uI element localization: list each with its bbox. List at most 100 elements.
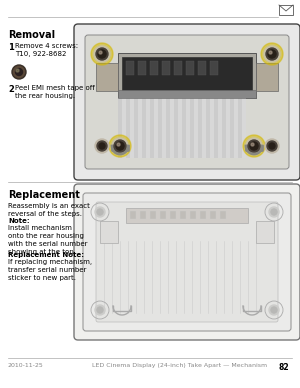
Text: 1: 1 xyxy=(8,43,14,52)
Bar xyxy=(178,98,182,158)
Circle shape xyxy=(246,138,262,154)
Text: Replacement: Replacement xyxy=(8,190,80,200)
Bar xyxy=(140,211,146,219)
Bar xyxy=(138,61,146,75)
Bar xyxy=(150,98,154,158)
Bar xyxy=(279,5,293,15)
Bar xyxy=(198,98,202,158)
Bar xyxy=(220,211,226,219)
Bar xyxy=(190,98,194,158)
Circle shape xyxy=(264,46,280,62)
FancyBboxPatch shape xyxy=(96,202,278,322)
Circle shape xyxy=(114,140,126,152)
Circle shape xyxy=(99,51,102,54)
Bar xyxy=(126,61,134,75)
Bar xyxy=(146,98,150,158)
Bar xyxy=(222,98,226,158)
Circle shape xyxy=(97,209,103,215)
Bar xyxy=(118,98,122,158)
Text: Reassembly is an exact
reversal of the steps.: Reassembly is an exact reversal of the s… xyxy=(8,203,90,217)
Circle shape xyxy=(12,65,26,79)
Circle shape xyxy=(268,50,276,58)
Circle shape xyxy=(16,69,22,76)
Circle shape xyxy=(116,142,124,150)
FancyBboxPatch shape xyxy=(83,193,291,331)
Bar xyxy=(126,208,248,223)
Bar xyxy=(242,98,246,158)
Circle shape xyxy=(98,50,106,58)
Text: 2010-11-25: 2010-11-25 xyxy=(8,363,44,368)
Bar xyxy=(130,98,134,158)
Bar xyxy=(230,98,234,158)
Circle shape xyxy=(99,143,105,149)
Circle shape xyxy=(250,142,258,150)
Text: Note:: Note: xyxy=(8,218,30,224)
Circle shape xyxy=(112,138,128,154)
Circle shape xyxy=(269,143,275,149)
Bar xyxy=(238,98,242,158)
Text: 82: 82 xyxy=(279,363,289,372)
Bar xyxy=(186,98,190,158)
Circle shape xyxy=(269,207,279,217)
Bar xyxy=(226,98,230,158)
Bar xyxy=(190,211,196,219)
Circle shape xyxy=(16,69,19,72)
Circle shape xyxy=(97,141,107,151)
Bar xyxy=(130,211,136,219)
Bar xyxy=(170,211,176,219)
Bar xyxy=(198,61,206,75)
Bar xyxy=(134,98,138,158)
Circle shape xyxy=(96,48,108,60)
Circle shape xyxy=(117,143,120,146)
Circle shape xyxy=(266,48,278,60)
Bar xyxy=(210,211,216,219)
Bar xyxy=(210,61,218,75)
Bar xyxy=(214,98,218,158)
Circle shape xyxy=(109,135,131,157)
Bar xyxy=(182,98,186,158)
Bar xyxy=(162,61,170,75)
Bar xyxy=(154,98,158,158)
Circle shape xyxy=(271,209,277,215)
Text: If replacing mechanism,
transfer serial number
sticker to new part.: If replacing mechanism, transfer serial … xyxy=(8,259,92,281)
Bar xyxy=(166,98,170,158)
Bar xyxy=(118,53,256,98)
Text: Remove 4 screws:
T10, 922-8682: Remove 4 screws: T10, 922-8682 xyxy=(15,43,78,57)
Text: Peel EMI mesh tape off
the rear housing.: Peel EMI mesh tape off the rear housing. xyxy=(15,85,95,99)
Bar xyxy=(186,61,194,75)
Bar xyxy=(100,221,118,243)
Circle shape xyxy=(271,307,277,313)
Bar xyxy=(122,98,126,158)
Circle shape xyxy=(265,139,279,153)
Bar xyxy=(126,98,130,158)
Bar xyxy=(122,57,252,90)
Bar xyxy=(202,98,206,158)
Bar xyxy=(194,98,198,158)
Circle shape xyxy=(94,46,110,62)
Circle shape xyxy=(269,51,272,54)
Bar xyxy=(174,61,182,75)
Bar xyxy=(218,98,222,158)
Bar xyxy=(118,90,256,98)
Circle shape xyxy=(91,43,113,65)
Bar xyxy=(150,61,158,75)
Bar xyxy=(256,63,278,91)
Circle shape xyxy=(14,66,25,78)
Circle shape xyxy=(95,207,105,217)
Bar xyxy=(210,98,214,158)
Bar xyxy=(160,211,166,219)
Bar xyxy=(150,211,156,219)
Text: LED Cinema Display (24-inch) Take Apart — Mechanism: LED Cinema Display (24-inch) Take Apart … xyxy=(92,363,268,368)
FancyBboxPatch shape xyxy=(74,184,300,340)
Circle shape xyxy=(248,140,260,152)
Bar xyxy=(256,221,274,243)
Text: Install mechanism
onto the rear housing
with the serial number
showing at the to: Install mechanism onto the rear housing … xyxy=(8,225,88,255)
Bar xyxy=(96,63,118,91)
Bar xyxy=(138,98,142,158)
Text: Removal: Removal xyxy=(8,30,55,40)
Text: Replacement Note:: Replacement Note: xyxy=(8,252,84,258)
Circle shape xyxy=(261,43,283,65)
Bar xyxy=(142,98,146,158)
Circle shape xyxy=(243,135,265,157)
Circle shape xyxy=(95,139,109,153)
